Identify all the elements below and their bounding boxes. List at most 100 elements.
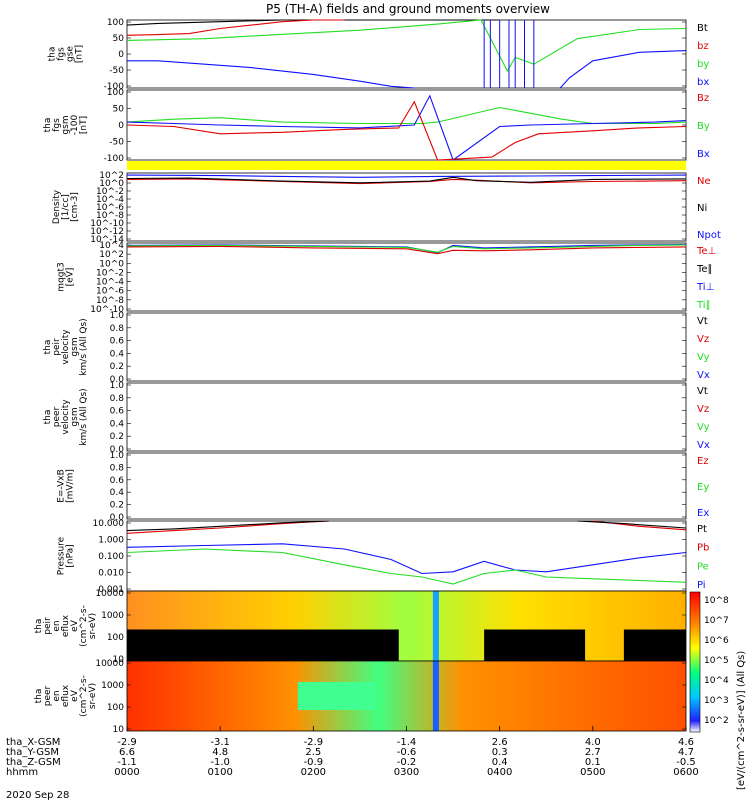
x-row-value: 2.6 bbox=[492, 737, 508, 748]
series-ne bbox=[126, 178, 687, 185]
y-tick-label: 10^-10 bbox=[90, 219, 124, 229]
date-label: 2020 Sep 28 bbox=[6, 790, 69, 800]
legend-npot: Npot bbox=[697, 230, 721, 241]
y-tick-label: 0.0 bbox=[110, 513, 125, 523]
y-axis-label: km/s (All Qs) bbox=[79, 388, 89, 445]
series-pe bbox=[126, 548, 687, 585]
y-axis-label: peir bbox=[43, 617, 53, 635]
x-row-value: 2.5 bbox=[305, 747, 321, 758]
panel-frame bbox=[126, 242, 687, 312]
panel-5: 1.0 0.8 0.6 0.4 0.2 0.0 tha peer velocity gsm km/s… bbox=[43, 381, 710, 455]
y-tick-label: 0.2 bbox=[110, 432, 124, 442]
y-tick-label: 0.4 bbox=[110, 349, 125, 359]
colorbar-bar bbox=[689, 591, 701, 733]
x-row-value: -0.9 bbox=[304, 757, 324, 768]
y-axis-label: [mV/m] bbox=[66, 469, 76, 503]
series-bt bbox=[126, 19, 500, 26]
x-row-value: 0400 bbox=[487, 767, 512, 778]
legend-te∥: Te∥ bbox=[696, 264, 713, 275]
y-tick-label: 10^-12 bbox=[90, 227, 124, 237]
x-row-value: -0.2 bbox=[397, 757, 417, 768]
y-tick-label: 0 bbox=[118, 121, 124, 131]
y-tick-label: 100 bbox=[107, 88, 124, 98]
y-axis-label: eV bbox=[70, 689, 80, 702]
spectrogram-gap bbox=[432, 661, 439, 731]
x-axis-block: tha_X-GSM -2.9 -3.1 -2.9 -1.4 2.6 4.0 4.6 tha_Y-… bbox=[6, 726, 699, 778]
y-axis-label: [1/cc] bbox=[61, 194, 71, 220]
y-axis-label: E=-VxB bbox=[57, 469, 67, 503]
x-row-label: tha_X-GSM bbox=[6, 737, 60, 748]
y-tick-label: 10^2 bbox=[99, 250, 124, 260]
y-tick-label: 0 bbox=[118, 50, 124, 60]
series-pt2 bbox=[577, 520, 687, 529]
panel-6: 1.0 0.8 0.6 0.4 0.2 0.0 E=-VxB [mV/m] Ez Ey Ex bbox=[57, 451, 710, 523]
y-axis-label: velocity bbox=[61, 399, 71, 435]
y-axis-label: sr-eV) bbox=[88, 613, 98, 639]
y-axis-label: gsm bbox=[70, 337, 80, 356]
x-row-value: 4.0 bbox=[585, 737, 601, 748]
y-tick-label: 10^-4 bbox=[96, 195, 124, 205]
x-row-value: 6.6 bbox=[119, 747, 135, 758]
y-tick-label: -100 bbox=[104, 82, 125, 92]
y-axis-label: [cm-3] bbox=[70, 192, 80, 222]
y-tick-label: 10^-8 bbox=[96, 211, 124, 221]
colorbar-tick: 10^8 bbox=[704, 596, 729, 606]
y-tick-label: 10 bbox=[113, 655, 125, 665]
y-axis-label: en bbox=[52, 690, 62, 701]
y-axis-label: gsm bbox=[70, 407, 80, 426]
y-tick-label: 0.2 bbox=[110, 362, 124, 372]
colorbar-tick: 10^6 bbox=[704, 636, 729, 646]
legend-bz: bz bbox=[697, 41, 709, 52]
panel-2: 10^210^010^-210^-410^-610^-810^-1010^-12… bbox=[52, 171, 721, 245]
legend-vx: Vx bbox=[697, 370, 710, 381]
y-tick-label: 100 bbox=[107, 18, 124, 28]
colorbar-tick: 10^3 bbox=[704, 696, 729, 706]
y-tick-label: 10^-6 bbox=[96, 287, 124, 297]
x-row-value: 0500 bbox=[580, 767, 605, 778]
panel-frame bbox=[126, 172, 687, 242]
y-tick-label: 10^4 bbox=[99, 241, 124, 251]
panel-0: 100 50 0 -50 -100 tha fgs gse [nT] Bt bz by bx bbox=[48, 18, 710, 92]
y-tick-label: 1000 bbox=[101, 611, 124, 621]
series-by bbox=[126, 19, 687, 73]
x-row-value: 0200 bbox=[301, 767, 326, 778]
x-row-label: tha_Z-GSM bbox=[6, 757, 61, 768]
y-tick-label: 10^0 bbox=[99, 259, 124, 269]
spectrogram-lowband bbox=[623, 629, 686, 661]
y-axis-label: en bbox=[52, 620, 62, 631]
series-bx2 bbox=[559, 50, 687, 89]
y-tick-label: 0.2 bbox=[110, 501, 124, 511]
y-tick-label: 10000 bbox=[95, 589, 124, 599]
legend-pt: Pt bbox=[697, 524, 707, 535]
y-axis-label: velocity bbox=[61, 329, 71, 365]
y-axis-label: -100 bbox=[70, 115, 80, 136]
y-tick-label: 10^-10 bbox=[90, 305, 124, 315]
legend-ez: Ez bbox=[697, 456, 709, 467]
y-tick-label: 10^-8 bbox=[96, 296, 124, 306]
series-te bbox=[126, 245, 687, 255]
legend-ni: Ni bbox=[697, 203, 707, 214]
legend-ey: Ey bbox=[697, 482, 709, 493]
y-tick-label: 0.8 bbox=[110, 324, 125, 334]
x-row-value: 4.7 bbox=[678, 747, 694, 758]
series-bz bbox=[126, 100, 687, 161]
panel-3: 10^410^210^010^-210^-410^-610^-810^-10 mq… bbox=[57, 241, 717, 315]
y-tick-label: 50 bbox=[113, 34, 125, 44]
panel-9: 10000 1000 100 10 tha peer en eflux eV (cm^2-s-sr… bbox=[34, 659, 687, 735]
y-axis-label: eV bbox=[70, 619, 80, 632]
y-axis-label: gsm bbox=[61, 115, 71, 134]
y-axis-label: peir bbox=[52, 338, 62, 356]
y-axis-label: sr-eV) bbox=[88, 683, 98, 709]
legend-by: by bbox=[697, 59, 709, 70]
legend-ex: Ex bbox=[697, 508, 709, 519]
y-axis-label: gse bbox=[66, 46, 76, 62]
panel-frame bbox=[126, 452, 687, 520]
panel-frame bbox=[126, 312, 687, 382]
legend-bz: Bz bbox=[697, 93, 709, 104]
series-npot bbox=[126, 174, 687, 178]
legend-vy: Vy bbox=[697, 352, 710, 363]
legend-vz: Vz bbox=[697, 334, 709, 345]
panel-7: 10.000 1.000 0.100 0.010 0.001 Pressure [nPa] P… bbox=[57, 519, 710, 595]
panel-frame bbox=[126, 382, 687, 452]
spectrogram-lowband bbox=[484, 629, 586, 661]
